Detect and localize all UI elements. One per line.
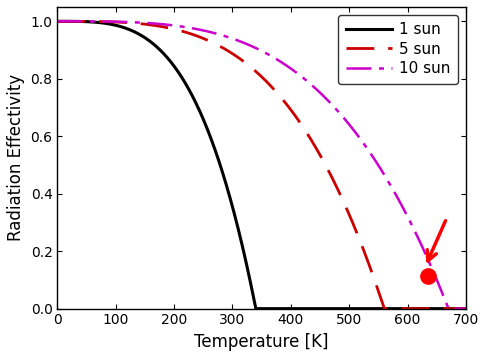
1 sun — [390, 306, 396, 311]
1 sun — [129, 28, 135, 33]
10 sun — [129, 20, 135, 24]
Line: 1 sun: 1 sun — [57, 21, 466, 309]
5 sun — [54, 19, 60, 24]
5 sun — [299, 124, 305, 128]
Line: 5 sun: 5 sun — [57, 21, 466, 309]
1 sun — [320, 306, 326, 311]
10 sun — [210, 31, 216, 35]
1 sun — [54, 19, 60, 24]
5 sun — [359, 244, 365, 248]
5 sun — [390, 306, 396, 311]
5 sun — [129, 21, 135, 25]
Y-axis label: Radiation Effectivity: Radiation Effectivity — [7, 74, 25, 241]
10 sun — [320, 93, 326, 98]
5 sun — [320, 158, 326, 163]
5 sun — [382, 306, 387, 311]
1 sun — [359, 306, 365, 311]
10 sun — [299, 75, 305, 79]
10 sun — [54, 19, 60, 24]
10 sun — [446, 306, 451, 311]
Legend: 1 sun, 5 sun, 10 sun: 1 sun, 5 sun, 10 sun — [338, 15, 458, 84]
1 sun — [463, 306, 469, 311]
Line: 10 sun: 10 sun — [57, 21, 466, 309]
10 sun — [463, 306, 469, 311]
5 sun — [463, 306, 469, 311]
X-axis label: Temperature [K]: Temperature [K] — [194, 333, 329, 351]
1 sun — [253, 306, 259, 311]
5 sun — [210, 41, 216, 45]
1 sun — [299, 306, 305, 311]
10 sun — [390, 188, 396, 192]
1 sun — [210, 143, 216, 147]
10 sun — [359, 139, 365, 144]
